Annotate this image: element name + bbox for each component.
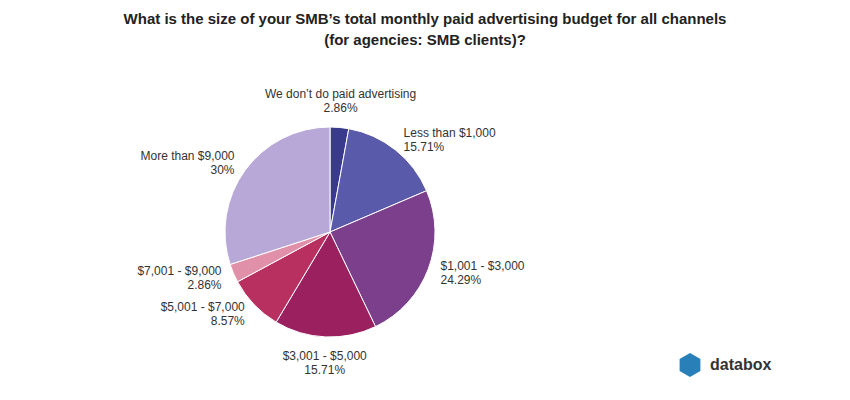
slice <box>225 127 330 264</box>
slice-label: More than $9,000 <box>140 149 234 163</box>
slice-label: $7,001 - $9,000 <box>137 264 221 278</box>
labels: We don’t do paid advertising2.86%Less th… <box>137 87 524 376</box>
title-line: What is the size of your SMB’s total mon… <box>124 10 727 27</box>
slice-label: Less than $1,000 <box>404 126 496 140</box>
slice-label: We don’t do paid advertising <box>265 87 416 101</box>
data-label: 15.71% <box>404 140 445 154</box>
logo-icon <box>680 353 701 377</box>
data-label: 24.29% <box>440 273 481 287</box>
title-line: (for agencies: SMB clients)? <box>324 31 526 48</box>
data-label: 2.86% <box>324 101 358 115</box>
data-label: 30% <box>211 163 235 177</box>
chart: What is the size of your SMB’s total mon… <box>0 0 850 400</box>
slice-label: $3,001 - $5,000 <box>283 349 367 363</box>
data-label: 15.71% <box>304 363 345 377</box>
slice-label: $5,001 - $7,000 <box>161 300 245 314</box>
annotation: databox <box>710 356 771 373</box>
title: What is the size of your SMB’s total mon… <box>124 10 727 48</box>
logo: databox <box>680 353 772 377</box>
data-label: 2.86% <box>187 278 221 292</box>
slice-label: $1,001 - $3,000 <box>440 259 524 273</box>
data-label: 8.57% <box>211 314 245 328</box>
pie <box>225 127 435 337</box>
